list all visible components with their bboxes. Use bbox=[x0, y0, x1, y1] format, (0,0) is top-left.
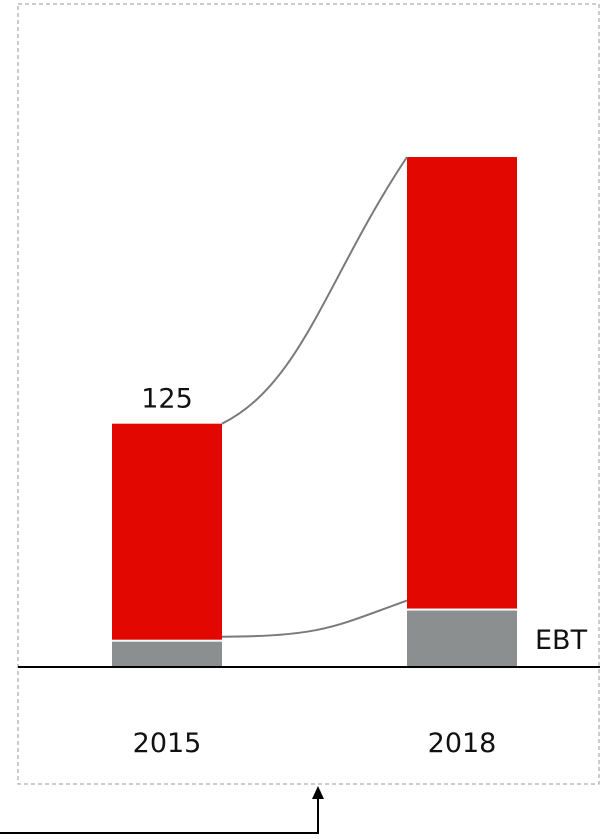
chart-frame bbox=[17, 3, 600, 785]
connectors-group bbox=[221, 156, 408, 638]
x-tick-label-2015: 2015 bbox=[133, 728, 202, 759]
connector-line-total bbox=[221, 156, 408, 425]
series-labels: EBT bbox=[535, 625, 588, 656]
annotation-arrowhead-icon bbox=[312, 786, 324, 799]
bar-2015-segment-1 bbox=[112, 641, 222, 667]
bar-2015-segment-2 bbox=[112, 423, 222, 640]
x-tick-label-2018: 2018 bbox=[428, 728, 497, 759]
bars-group bbox=[112, 157, 517, 667]
annotation-arrow-line bbox=[0, 795, 319, 834]
data-label-2015: 125 bbox=[141, 384, 193, 415]
series-label-ebt: EBT bbox=[535, 625, 588, 656]
bar-2018-segment-2 bbox=[407, 157, 517, 609]
x-tick-labels: 2015 2018 bbox=[133, 728, 497, 759]
connector-line-ebt bbox=[221, 599, 408, 638]
bar-2018-segment-1 bbox=[407, 610, 517, 667]
data-labels: 125 bbox=[141, 384, 193, 415]
